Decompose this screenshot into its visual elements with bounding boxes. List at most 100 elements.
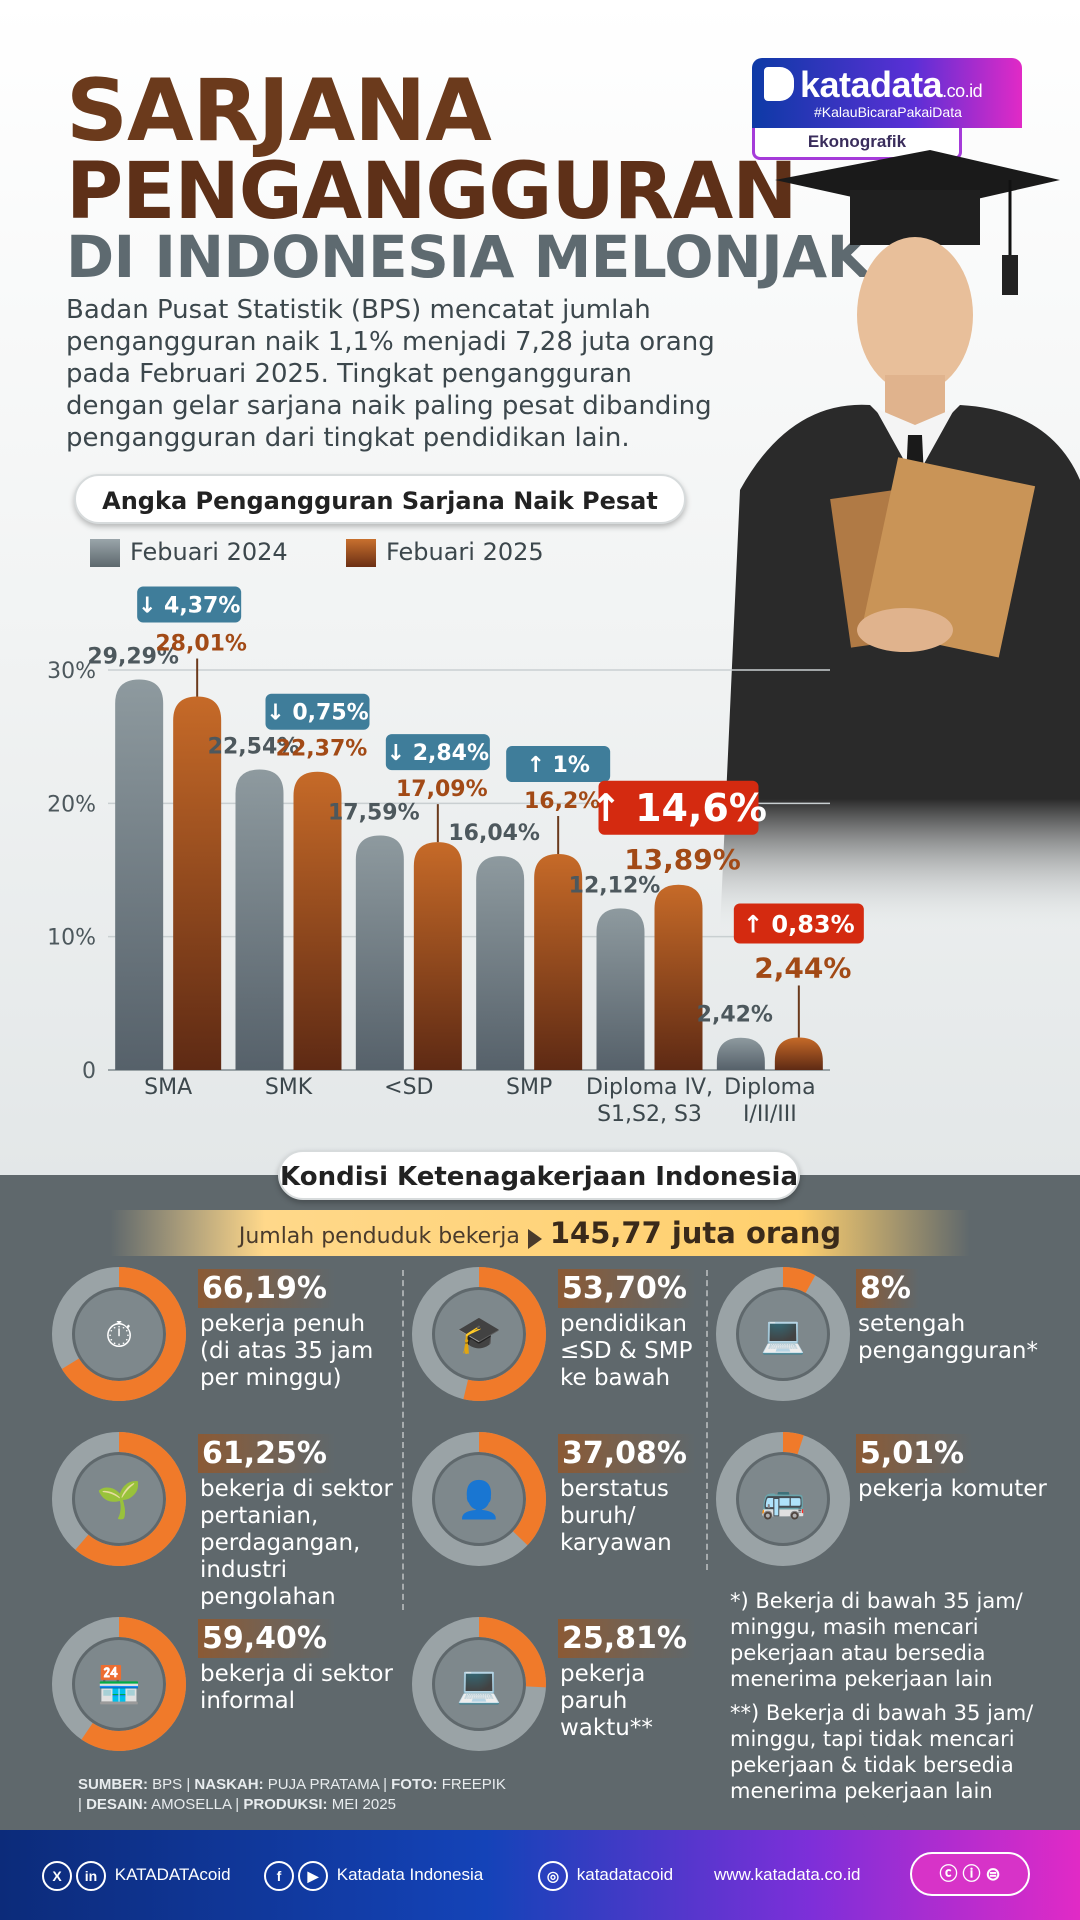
footnote-setengah: *) Bekerja di bawah 35 jam/ minggu, masi… — [730, 1589, 1023, 1691]
linkedin-icon[interactable]: in — [76, 1860, 106, 1891]
value-label-2025: 17,09% — [396, 777, 488, 802]
title-line-1: SARJANA — [66, 61, 492, 161]
donut-chart: 🎓 — [412, 1267, 546, 1401]
category-label: SMP — [506, 1075, 552, 1100]
worker-clock-icon: ⏱ — [105, 1315, 133, 1356]
stat-percentage: 53,70% — [558, 1269, 695, 1308]
stat-percentage: 61,25% — [198, 1434, 335, 1473]
legend-label-2025: Febuari 2025 — [386, 538, 544, 566]
footer-website-link[interactable]: www.katadata.co.id — [714, 1865, 861, 1884]
creative-commons-badge[interactable]: ⓒ ⓘ ⊜ — [910, 1852, 1030, 1896]
column-divider — [402, 1270, 404, 1610]
bus-icon: 🚌 — [761, 1480, 806, 1521]
donut-chart: 🏪 — [52, 1617, 186, 1751]
kondisi-title: Kondisi Ketenagakerjaan Indonesia — [278, 1150, 800, 1200]
graduate-illustration — [720, 150, 1080, 930]
cc-icon: ⓒ — [939, 1864, 958, 1884]
stat-percentage: 5,01% — [856, 1434, 973, 1473]
value-label-2024: 22,54% — [208, 734, 300, 759]
bar-2024 — [476, 856, 525, 1070]
bar-2025 — [293, 771, 342, 1070]
donut-chart: 🌱 — [52, 1432, 186, 1566]
katadata-mark-icon — [764, 67, 794, 102]
footer-facebook-youtube[interactable]: f ▶ Katadata Indonesia — [264, 1860, 483, 1891]
bar-2024 — [235, 769, 284, 1070]
credit-desain-label: DESAIN: — [86, 1796, 148, 1813]
category-label: SMA — [144, 1075, 192, 1100]
credit-desain: AMOSELLA — [151, 1796, 232, 1813]
instagram-icon[interactable]: ◎ — [538, 1860, 568, 1891]
y-tick-label: 20% — [47, 792, 96, 817]
credit-produksi-label: PRODUKSI: — [243, 1796, 328, 1813]
stat-label: pekerja komuter — [858, 1476, 1047, 1502]
change-badge — [598, 780, 759, 835]
bar-2024 — [355, 835, 404, 1070]
credit-naskah-label: NASKAH: — [194, 1776, 264, 1793]
bar-2024 — [115, 679, 164, 1070]
donut-center — [739, 1455, 827, 1543]
x-icon[interactable]: X — [42, 1860, 72, 1891]
category-label: Diploma — [724, 1075, 816, 1100]
stat-label: pekerja penuh (di atas 35 jam per minggu… — [200, 1311, 374, 1391]
stat-label: bekerja di sektor informal — [200, 1661, 393, 1714]
change-badge-label: ↓ 4,37% — [138, 594, 240, 619]
donut-center — [435, 1290, 523, 1378]
stat-percentage: 59,40% — [198, 1619, 335, 1658]
arrow-right-icon — [527, 1228, 542, 1249]
laptop-worker-icon: 💻 — [457, 1665, 502, 1706]
donut-center — [75, 1640, 163, 1728]
footer-instagram-handle: katadatacoid — [576, 1865, 674, 1884]
donut-fill — [52, 1432, 186, 1566]
donut-center — [739, 1290, 827, 1378]
change-badge-label: ↓ 0,75% — [266, 701, 368, 726]
facebook-icon[interactable]: f — [264, 1860, 294, 1891]
stat-percentage: 8% — [856, 1269, 919, 1308]
value-label-2024: 12,12% — [569, 873, 661, 898]
logo-brand: katadata — [800, 64, 943, 105]
change-badge — [506, 746, 611, 782]
working-population-banner: Jumlah penduduk bekerja 145,77 juta orang — [110, 1210, 970, 1256]
credit-sumber: BPS — [152, 1776, 183, 1793]
donut-fill — [52, 1267, 186, 1401]
stat-label: pendidikan ≤SD & SMP ke bawah — [560, 1311, 693, 1391]
chart-title: Angka Pengangguran Sarjana Naik Pesat — [74, 474, 686, 524]
category-label: <SD — [384, 1075, 433, 1100]
graduation-cap-icon: 🎓 — [457, 1315, 502, 1356]
value-label-2025: 28,01% — [155, 632, 247, 657]
credit-foto: FREEPIK — [441, 1776, 506, 1793]
bar-2024 — [716, 1037, 765, 1070]
category-label: I/II/III — [743, 1102, 797, 1127]
youtube-icon[interactable]: ▶ — [298, 1860, 328, 1891]
donut-center — [435, 1455, 523, 1543]
legend-swatch-2024 — [90, 539, 120, 567]
change-badge-label: ↑ 1% — [526, 753, 589, 778]
unemployment-bar-chart: 0 10% 20% 30%29,29%28,01% ↓ 4,37% SMA 22,54%22… — [47, 586, 864, 1127]
credit-produksi: MEI 2025 — [331, 1796, 396, 1813]
banner-value: 145,77 juta orang — [549, 1216, 842, 1250]
stat-percentage: 37,08% — [558, 1434, 695, 1473]
by-icon: ⓘ — [962, 1864, 981, 1884]
change-badge — [385, 734, 490, 771]
bar-2025 — [173, 696, 222, 1070]
change-badge-label: ↓ 2,84% — [387, 741, 489, 766]
katadata-logo[interactable]: katadata.co.id #KalauBicaraPakaiData Eko… — [752, 58, 1022, 160]
logo-domain: .co.id — [942, 81, 983, 101]
stat-label: pekerja paruh waktu** — [560, 1661, 653, 1741]
change-badge — [265, 693, 370, 730]
footer-instagram[interactable]: ◎ katadatacoid — [538, 1860, 673, 1891]
donut-chart: 💻 — [716, 1267, 850, 1401]
category-label: SMK — [265, 1075, 313, 1100]
legend-item-2025: Febuari 2025 — [346, 538, 544, 567]
donut-chart: ⏱ — [52, 1267, 186, 1401]
banner-label: Jumlah penduduk bekerja — [238, 1224, 520, 1249]
donut-chart: 🚌 — [716, 1432, 850, 1566]
bar-2025 — [774, 1037, 823, 1070]
stat-label: setengah pengangguran* — [858, 1311, 1039, 1364]
change-badge — [137, 586, 242, 623]
y-tick-label: 10% — [47, 926, 96, 951]
nd-icon: ⊜ — [985, 1864, 1001, 1884]
legend-item-2024: Febuari 2024 — [90, 538, 288, 567]
donut-center — [75, 1290, 163, 1378]
bar-2025 — [654, 884, 703, 1070]
